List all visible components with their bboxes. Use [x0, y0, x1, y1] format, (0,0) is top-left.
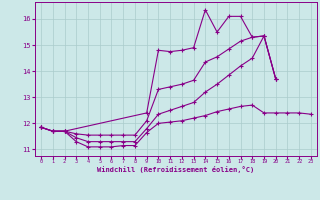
X-axis label: Windchill (Refroidissement éolien,°C): Windchill (Refroidissement éolien,°C) [97, 166, 255, 173]
